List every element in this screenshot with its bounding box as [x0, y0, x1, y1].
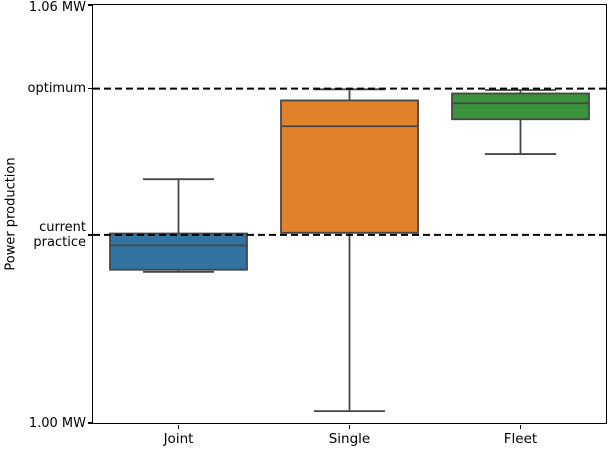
y-tick-label: 1.06 MW [28, 0, 86, 15]
y-tick-mark [87, 422, 92, 424]
y-tick-label: current practice [33, 219, 86, 250]
x-tick-mark [519, 424, 522, 429]
x-tick-label-single: Single [328, 431, 371, 447]
x-tick-mark [348, 424, 351, 429]
boxplot-canvas [92, 87, 606, 412]
y-tick-label: 1.00 MW [28, 415, 86, 431]
x-tick-label-joint: Joint [163, 431, 194, 447]
y-tick-mark [87, 234, 92, 236]
box-joint [108, 232, 248, 271]
plot-area [91, 3, 607, 424]
x-tick-mark [177, 424, 180, 429]
x-tick-label-fleet: Fleet [503, 431, 538, 447]
y-axis-label: Power production [3, 157, 19, 271]
y-tick-mark [87, 87, 92, 90]
y-tick-label: optimum [27, 81, 86, 97]
box-single [279, 99, 419, 234]
y-tick-mark [87, 4, 92, 6]
box-fleet [450, 92, 590, 120]
